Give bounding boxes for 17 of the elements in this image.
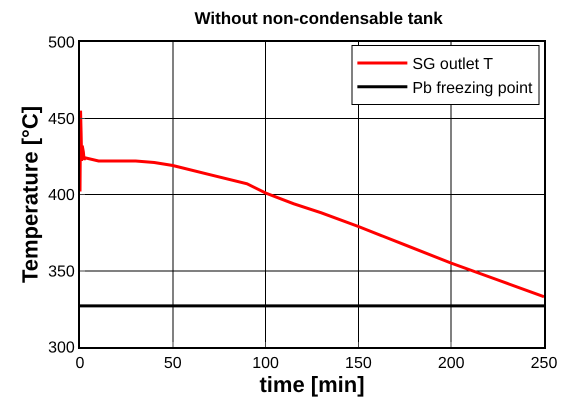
x-tick-label: 50 <box>164 355 182 372</box>
y-tick-label: 450 <box>48 110 75 128</box>
legend-label: Pb freezing point <box>412 80 533 97</box>
x-tick-label: 0 <box>76 355 85 372</box>
x-tick-label: 200 <box>438 355 465 372</box>
x-tick-label: 150 <box>345 355 372 372</box>
y-tick-label: 500 <box>48 34 75 52</box>
line-series <box>80 109 544 298</box>
x-tick-label: 100 <box>252 355 280 372</box>
legend-label: SG outlet T <box>412 56 494 74</box>
x-axis-title: time [min] <box>259 372 365 398</box>
y-tick-label: 300 <box>48 340 75 357</box>
y-axis-title: Temperature [°C] <box>17 106 42 284</box>
y-tick-label: 350 <box>48 263 75 280</box>
chart-title: Without non-condensable tank <box>194 9 444 28</box>
x-tick-label: 250 <box>530 355 558 372</box>
y-tick-label: 400 <box>48 187 75 204</box>
